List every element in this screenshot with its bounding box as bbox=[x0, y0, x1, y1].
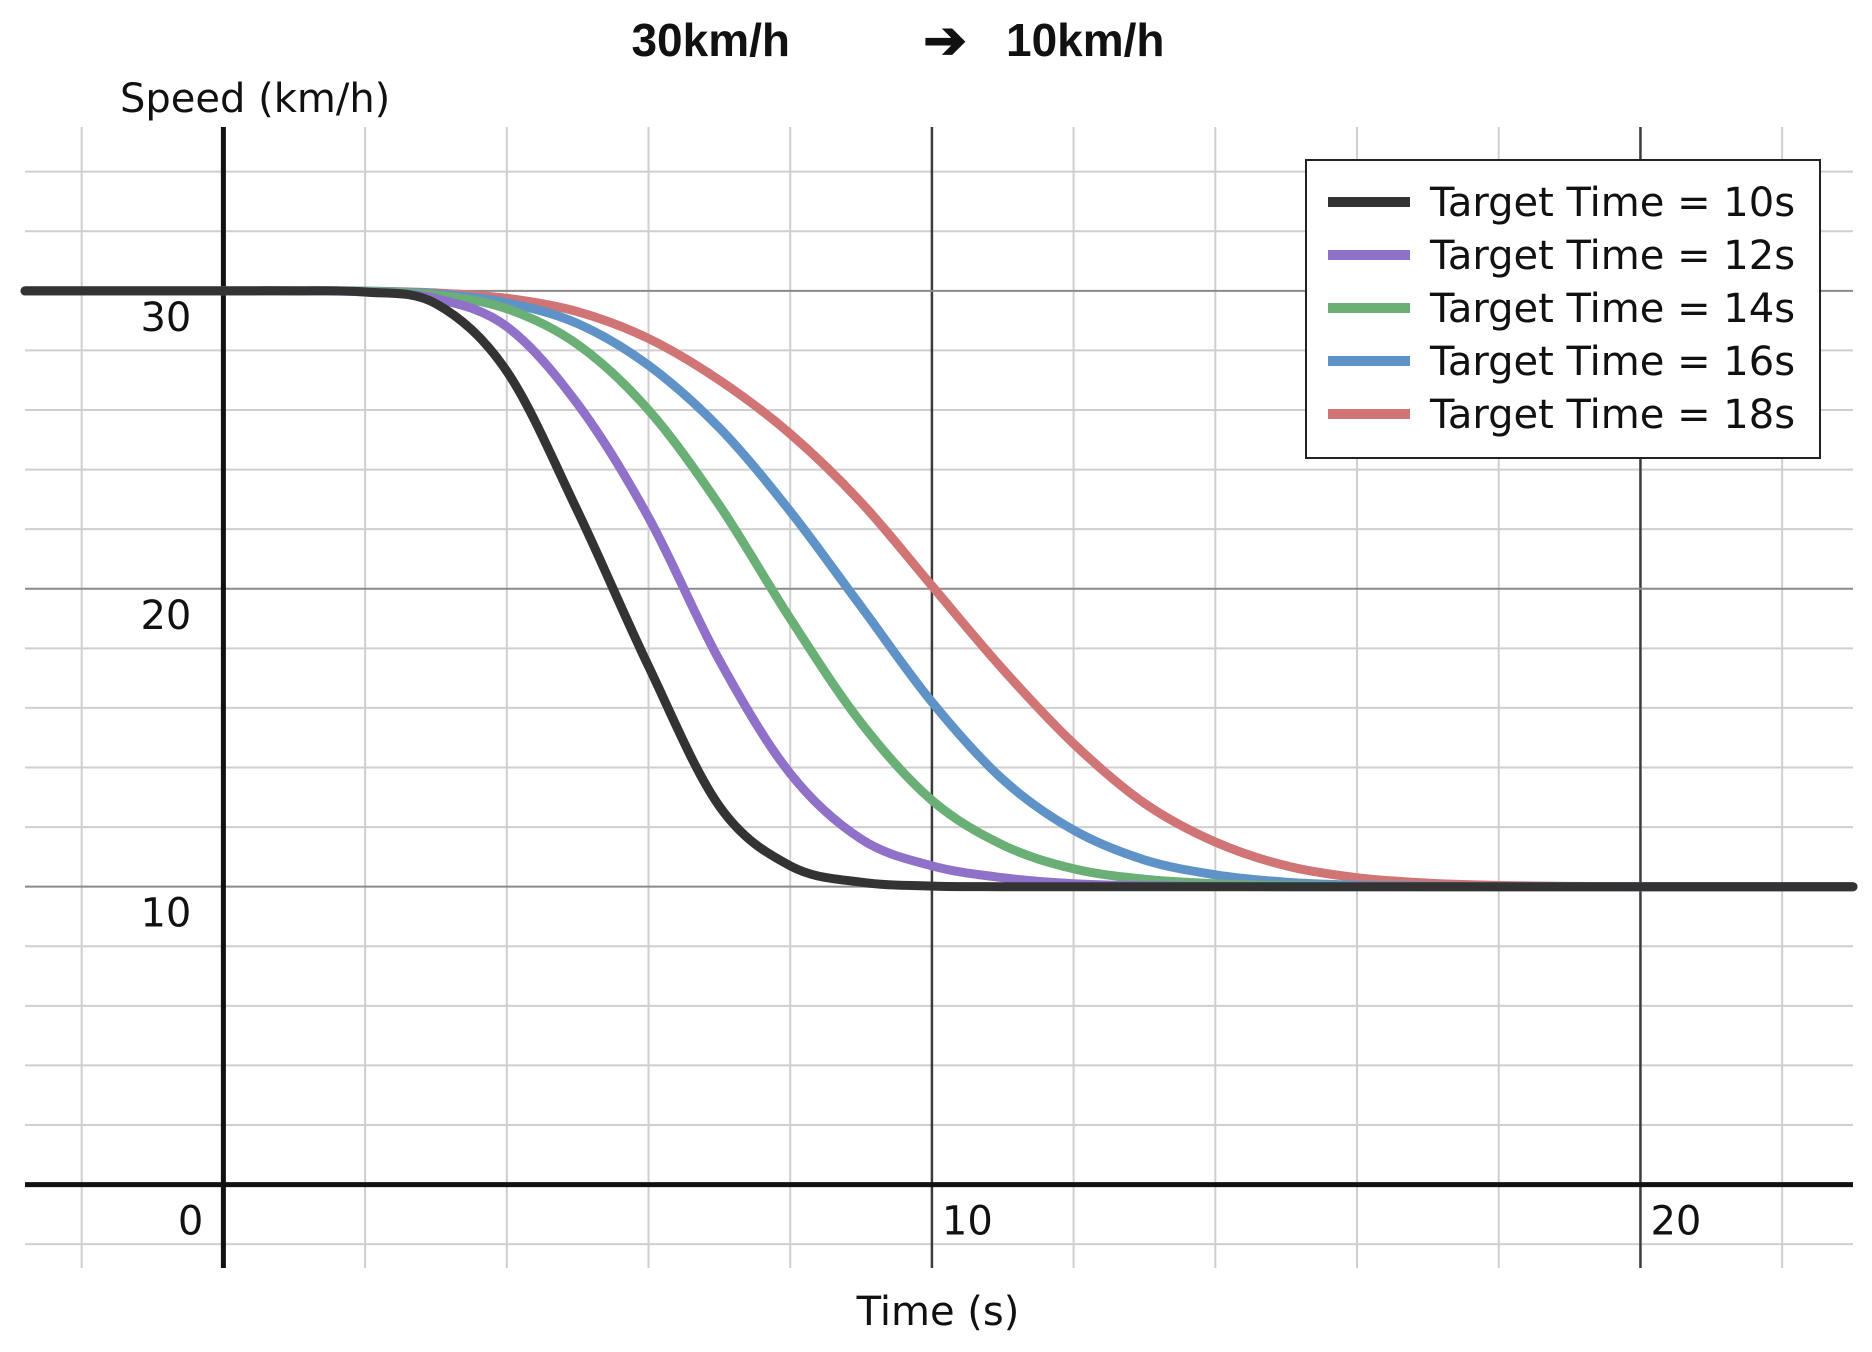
series-lines bbox=[20, 286, 1858, 892]
legend-label-3: Target Time = 14s bbox=[1429, 286, 1795, 332]
tick-labels: 10 20 30 0 10 20 bbox=[140, 295, 1701, 1245]
x-tick-label: 0 bbox=[178, 1199, 203, 1245]
chart-title: 30km/h ➔ 10km/h bbox=[631, 12, 1164, 70]
title-from-speed: 30km/h bbox=[631, 14, 790, 66]
title-arrow-icon: ➔ bbox=[923, 12, 967, 70]
x-axis-label: Time (s) bbox=[856, 1289, 1020, 1335]
y-tick-label: 30 bbox=[140, 295, 191, 341]
legend-label-2: Target Time = 12s bbox=[1429, 233, 1795, 279]
y-axis-label: Speed (km/h) bbox=[120, 76, 390, 122]
legend-label-5: Target Time = 18s bbox=[1429, 392, 1795, 438]
y-tick-label: 20 bbox=[140, 593, 191, 639]
y-tick-label: 10 bbox=[140, 891, 191, 937]
title-to-speed: 10km/h bbox=[1006, 14, 1165, 66]
legend-box bbox=[1305, 159, 1821, 459]
legend-label-4: Target Time = 16s bbox=[1429, 339, 1795, 385]
legend: Target Time = 10s Target Time = 12s Target… bbox=[1305, 159, 1821, 459]
minor-gridlines bbox=[25, 127, 1853, 1268]
axes bbox=[25, 127, 1853, 1268]
x-tick-label: 20 bbox=[1650, 1199, 1701, 1245]
series-line-1 bbox=[20, 286, 1858, 892]
x-tick-label: 10 bbox=[942, 1199, 993, 1245]
legend-label-1: Target Time = 10s bbox=[1429, 180, 1795, 226]
